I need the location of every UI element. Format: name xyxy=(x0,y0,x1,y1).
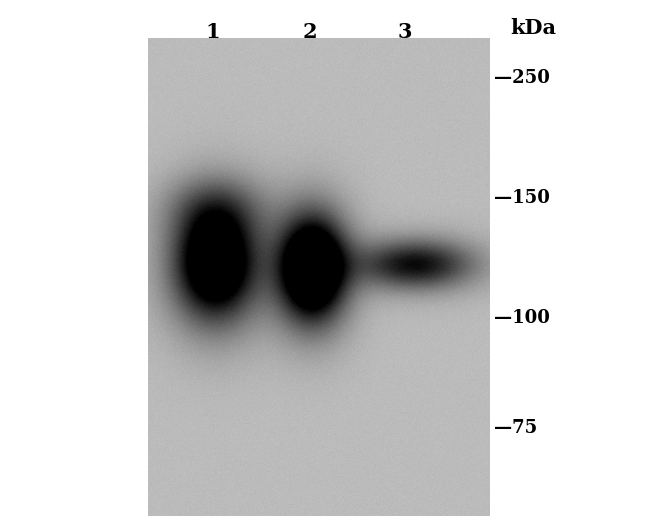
Text: 2: 2 xyxy=(303,22,317,42)
Text: kDa: kDa xyxy=(510,18,556,38)
Text: —75: —75 xyxy=(494,419,538,437)
Text: 1: 1 xyxy=(205,22,220,42)
Text: —250: —250 xyxy=(494,69,550,87)
Text: —150: —150 xyxy=(494,189,550,207)
Text: —100: —100 xyxy=(494,309,550,327)
Text: 3: 3 xyxy=(398,22,412,42)
Bar xyxy=(148,38,490,516)
